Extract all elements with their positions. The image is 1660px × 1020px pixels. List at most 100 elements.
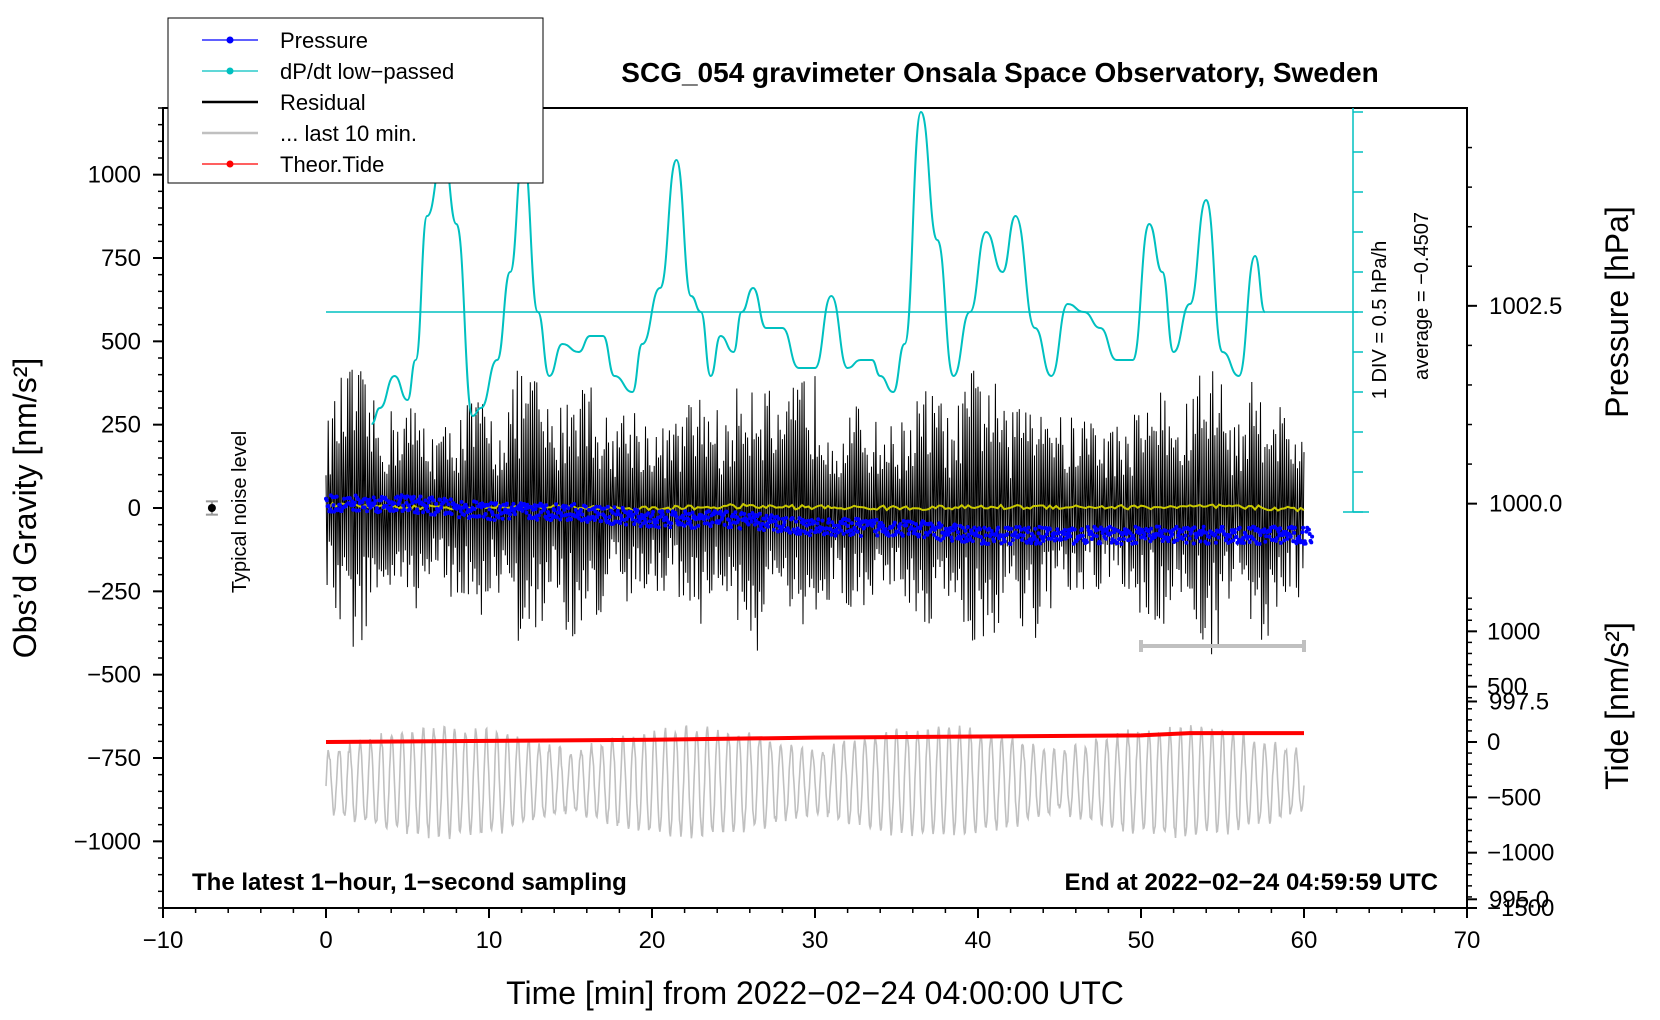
pressure-point xyxy=(441,500,446,505)
pressure-point xyxy=(1153,535,1158,539)
pressure-point xyxy=(439,505,444,510)
pressure-point xyxy=(1278,526,1283,531)
pressure-point xyxy=(1036,531,1041,536)
pressure-point xyxy=(1115,541,1120,545)
pressure-point xyxy=(365,509,370,514)
pressure-point xyxy=(1180,529,1185,534)
last-10-min-line xyxy=(325,725,1305,840)
pressure-tick-label: 997.5 xyxy=(1489,688,1549,715)
pressure-point xyxy=(762,528,766,533)
pressure-point xyxy=(404,500,409,505)
pressure-point xyxy=(1080,533,1085,538)
pressure-point xyxy=(375,506,379,511)
pressure-point xyxy=(421,510,425,515)
legend-item: dP/dt low−passed xyxy=(202,59,454,84)
pressure-point xyxy=(429,512,434,517)
legend-item: Theor.Tide xyxy=(202,152,384,177)
pressure-point xyxy=(1207,535,1212,540)
pressure-point xyxy=(755,514,760,519)
pressure-point xyxy=(816,517,821,522)
pressure-point xyxy=(1300,530,1305,535)
pressure-point xyxy=(979,535,983,539)
pressure-point xyxy=(978,527,983,532)
pressure-point xyxy=(989,529,994,533)
pressure-point xyxy=(535,517,540,522)
pressure-point xyxy=(1103,536,1108,541)
pressure-point xyxy=(459,500,464,504)
pressure-point xyxy=(1054,536,1059,541)
pressure-point xyxy=(1029,541,1034,546)
pressure-point xyxy=(906,531,911,536)
pressure-point xyxy=(594,504,599,509)
x-tick-label: 20 xyxy=(639,927,666,954)
pressure-point xyxy=(362,505,367,510)
pressure-point xyxy=(434,501,439,506)
pressure-point xyxy=(338,503,342,507)
pressure-point xyxy=(628,509,633,514)
pressure-point xyxy=(690,510,695,515)
pressure-point xyxy=(542,506,547,511)
legend-item: ... last 10 min. xyxy=(202,121,417,146)
pressure-point xyxy=(1042,535,1047,539)
pressure-point xyxy=(431,498,436,503)
tide-tick-label: −1000 xyxy=(1487,840,1554,867)
pressure-point xyxy=(1241,541,1246,545)
pressure-point xyxy=(963,528,968,533)
pressure-point xyxy=(642,517,647,521)
pressure-point xyxy=(813,530,818,534)
pressure-point xyxy=(727,518,732,523)
pressure-point xyxy=(1198,539,1203,544)
pressure-point xyxy=(1080,527,1084,532)
end-time-note: End at 2022−02−24 04:59:59 UTC xyxy=(1064,869,1438,896)
pressure-point xyxy=(423,498,428,503)
tide-tick-label: 0 xyxy=(1487,729,1500,756)
legend-label: dP/dt low−passed xyxy=(280,59,454,84)
pressure-point xyxy=(826,517,831,522)
pressure-point xyxy=(1247,540,1252,545)
pressure-point xyxy=(1014,525,1019,530)
pressure-point xyxy=(425,509,430,514)
pressure-point xyxy=(729,525,734,529)
tide-tick-label: −500 xyxy=(1487,784,1541,811)
pressure-point xyxy=(1268,529,1273,534)
pressure-point xyxy=(896,529,900,534)
pressure-point xyxy=(1119,542,1124,546)
legend-label: Residual xyxy=(280,90,366,115)
pressure-point xyxy=(524,510,529,515)
pressure-point xyxy=(794,531,799,536)
y-axis-title-gravity: Obs’d Gravity [nm/s²] xyxy=(7,358,43,659)
pressure-point xyxy=(960,525,965,530)
pressure-point xyxy=(1292,530,1297,535)
pressure-point xyxy=(753,522,757,527)
noise-level-point xyxy=(207,504,216,512)
pressure-point xyxy=(653,524,658,529)
pressure-point xyxy=(1131,533,1135,538)
pressure-point xyxy=(1278,540,1283,545)
pressure-point xyxy=(756,520,761,525)
pressure-point xyxy=(660,509,665,514)
x-tick-label: 40 xyxy=(965,927,992,954)
pressure-point xyxy=(502,510,507,515)
legend: Pressure dP/dt low−passed Residual ... last… xyxy=(167,17,544,184)
pressure-point xyxy=(859,534,863,538)
pressure-point xyxy=(930,523,935,528)
pressure-point xyxy=(1231,538,1236,543)
pressure-point xyxy=(1143,536,1148,541)
pressure-point xyxy=(688,519,693,524)
pressure-point xyxy=(904,523,909,528)
y-axis-title-tide: Tide [nm/s²] xyxy=(1599,622,1635,790)
pressure-point xyxy=(1133,524,1138,529)
pressure-point xyxy=(498,504,503,509)
pressure-point xyxy=(388,505,393,510)
pressure-point xyxy=(1181,537,1186,541)
pressure-point xyxy=(1068,534,1073,539)
pressure-point xyxy=(1019,527,1024,532)
pressure-point xyxy=(487,507,492,512)
pressure-point xyxy=(1062,527,1067,532)
pressure-point xyxy=(974,531,978,536)
pressure-point xyxy=(1095,527,1100,532)
pressure-point xyxy=(849,528,854,533)
pressure-point xyxy=(395,494,400,499)
pressure-point xyxy=(876,527,881,532)
y-tick-label: −250 xyxy=(87,578,141,605)
